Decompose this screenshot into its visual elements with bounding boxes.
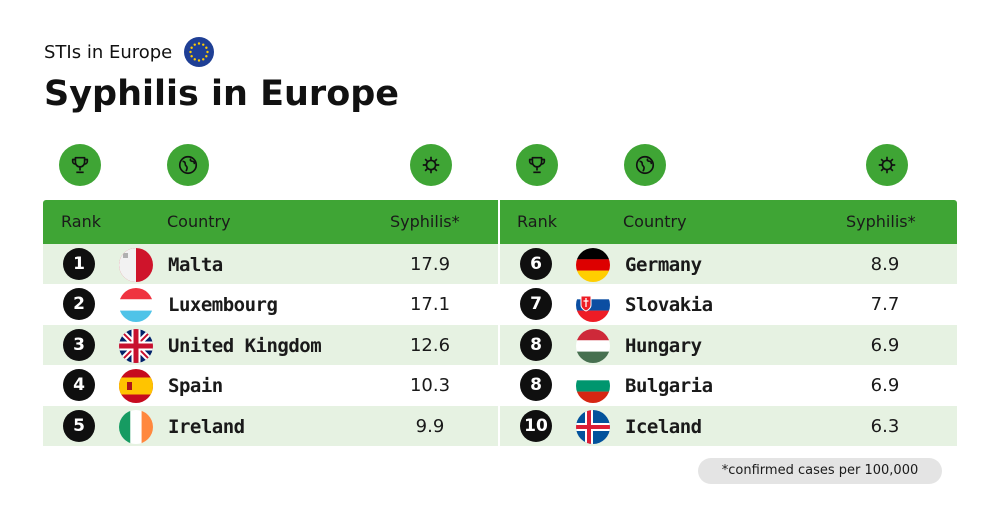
country-name: Ireland bbox=[168, 415, 245, 438]
page-title: Syphilis in Europe bbox=[44, 74, 400, 114]
table-row: 5 Ireland 9.9 bbox=[43, 405, 498, 446]
spain-flag-icon bbox=[119, 369, 153, 404]
syphilis-value: 8.9 bbox=[870, 254, 900, 275]
syphilis-value: 12.6 bbox=[409, 334, 451, 356]
uk-flag-icon bbox=[119, 328, 153, 363]
table-row: 4 Spain 10.3 bbox=[43, 365, 498, 405]
syphilis-value: 6.9 bbox=[870, 334, 900, 356]
country-name: Hungary bbox=[625, 334, 702, 357]
slovakia-flag-icon bbox=[576, 288, 610, 323]
country-name: Malta bbox=[168, 254, 223, 276]
rank-badge: 1 bbox=[63, 248, 95, 280]
country-name: Luxembourg bbox=[168, 294, 278, 317]
table-row: 2 Luxembourg 17.1 bbox=[43, 284, 498, 324]
table-row: 1 Malta 17.9 bbox=[43, 244, 498, 285]
syphilis-value: 17.1 bbox=[409, 294, 451, 316]
table-row: 6 Germany 8.9 bbox=[500, 244, 957, 285]
rank-badge: 10 bbox=[520, 409, 552, 442]
globe-icon bbox=[167, 144, 209, 186]
table-row: 8 Bulgaria 6.9 bbox=[500, 365, 957, 405]
header-syphilis: Syphilis* bbox=[846, 212, 916, 231]
header-country: Country bbox=[623, 212, 687, 231]
country-name: Bulgaria bbox=[625, 375, 713, 398]
rank-badge: 3 bbox=[63, 328, 95, 361]
syphilis-value: 7.7 bbox=[870, 294, 900, 316]
syphilis-value: 6.3 bbox=[870, 415, 900, 437]
virus-icon bbox=[410, 144, 452, 186]
bulgaria-flag-icon bbox=[576, 369, 610, 404]
header-country: Country bbox=[167, 212, 231, 231]
header-rank: Rank bbox=[61, 212, 101, 231]
rank-badge: 8 bbox=[520, 328, 552, 361]
table-row: 10 Iceland 6.3 bbox=[500, 405, 957, 446]
subtitle: STIs in Europe bbox=[44, 41, 173, 63]
syphilis-value: 9.9 bbox=[415, 415, 445, 437]
rank-badge: 4 bbox=[63, 369, 95, 402]
ireland-flag-icon bbox=[119, 409, 153, 444]
syphilis-value: 10.3 bbox=[409, 375, 451, 397]
country-name: Slovakia bbox=[625, 294, 713, 317]
rank-badge: 8 bbox=[520, 369, 552, 402]
table-row: 8 Hungary 6.9 bbox=[500, 324, 957, 366]
globe-icon bbox=[624, 144, 666, 186]
footnote: *confirmed cases per 100,000 bbox=[698, 458, 942, 484]
ranking-table: Rank Country Syphilis* Rank Country Syph… bbox=[43, 200, 957, 446]
germany-flag-icon bbox=[576, 248, 610, 282]
subtitle-row: STIs in Europe bbox=[44, 37, 215, 67]
rank-badge: 5 bbox=[63, 409, 95, 442]
rank-badge: 2 bbox=[63, 288, 95, 321]
trophy-icon bbox=[516, 144, 558, 186]
hungary-flag-icon bbox=[576, 328, 610, 363]
table-row: 3 United Kingdom 12.6 bbox=[43, 324, 498, 366]
country-name: Germany bbox=[625, 254, 702, 276]
rank-badge: 6 bbox=[520, 248, 552, 280]
country-name: Spain bbox=[168, 375, 223, 398]
country-name: United Kingdom bbox=[168, 334, 322, 357]
table-row: 7 Slovakia 7.7 bbox=[500, 284, 957, 324]
header-rank: Rank bbox=[517, 212, 557, 231]
syphilis-value: 6.9 bbox=[870, 375, 900, 397]
header-syphilis: Syphilis* bbox=[390, 212, 460, 231]
virus-icon bbox=[866, 144, 908, 186]
iceland-flag-icon bbox=[576, 409, 610, 444]
table-column-right: 6 Germany 8.9 7 Slovakia 7.7 8 Hungary 6.9 8 Bulga… bbox=[500, 244, 957, 446]
trophy-icon bbox=[59, 144, 101, 186]
syphilis-value: 17.9 bbox=[409, 254, 451, 275]
eu-flag-icon bbox=[184, 37, 215, 67]
country-name: Iceland bbox=[625, 415, 702, 438]
luxembourg-flag-icon bbox=[119, 288, 153, 323]
rank-badge: 7 bbox=[520, 288, 552, 321]
table-header: Rank Country Syphilis* Rank Country Syph… bbox=[43, 200, 957, 244]
table-column-left: 1 Malta 17.9 2 Luxembourg 17.1 3 United Kingdom… bbox=[43, 244, 500, 446]
malta-flag-icon bbox=[119, 248, 153, 282]
